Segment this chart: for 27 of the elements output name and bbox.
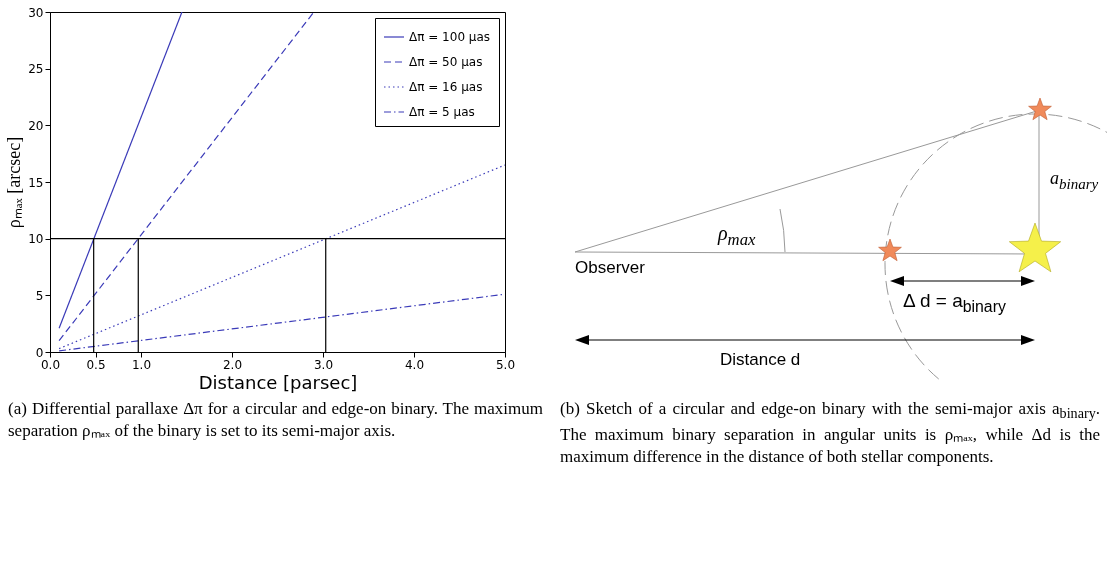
x-tick-label: 4.0 bbox=[404, 357, 425, 372]
x-tick-label: 5.0 bbox=[495, 357, 516, 372]
y-tick-label: 20 bbox=[28, 118, 44, 133]
text: (a) Differential parallaxe Δπ for a circular and edge-on binary. The maximum separation ρₘₐₓ of the binary is set to its semi-major axis. bbox=[8, 398, 543, 442]
x-tick-label: 0.0 bbox=[40, 357, 61, 372]
text: (b) Sketch of a circular and edge-on binary with the semi-major axis a$_{binary}$. The maximum binary separation in angular units is ρₘₐₓ, while Δd is the maximum difference in the distance of both stellar components. bbox=[560, 398, 1100, 469]
x-axis-title: Distance [parsec] bbox=[198, 371, 358, 393]
y-tick-label: 5 bbox=[35, 288, 44, 303]
x-tick-label: 2.0 bbox=[222, 357, 243, 372]
y-axis-title: ρₘₐₓ [arcsec] bbox=[4, 136, 25, 229]
x-tick-label: 3.0 bbox=[313, 357, 334, 372]
text: a$_{binary}$ bbox=[1050, 168, 1099, 193]
y-tick-label: 15 bbox=[28, 175, 44, 190]
text: Observer bbox=[575, 258, 645, 278]
legend-label: Δπ = 5 μas bbox=[409, 105, 475, 119]
x-tick-label: 0.5 bbox=[86, 357, 106, 372]
y-tick-label: 25 bbox=[28, 62, 44, 77]
legend-label: Δπ = 50 μas bbox=[409, 55, 483, 69]
legend-label: Δπ = 100 μas bbox=[409, 30, 491, 44]
y-tick-label: 0 bbox=[35, 345, 44, 360]
text: Δ d = a$_{binary}$ bbox=[903, 290, 1006, 316]
y-tick-label: 30 bbox=[28, 5, 44, 20]
text: ρ$_{max}$ bbox=[718, 222, 756, 250]
x-tick-label: 1.0 bbox=[131, 357, 152, 372]
y-tick-label: 10 bbox=[28, 232, 44, 247]
text: Distance d bbox=[720, 350, 801, 370]
legend-label: Δπ = 16 μas bbox=[409, 80, 483, 94]
